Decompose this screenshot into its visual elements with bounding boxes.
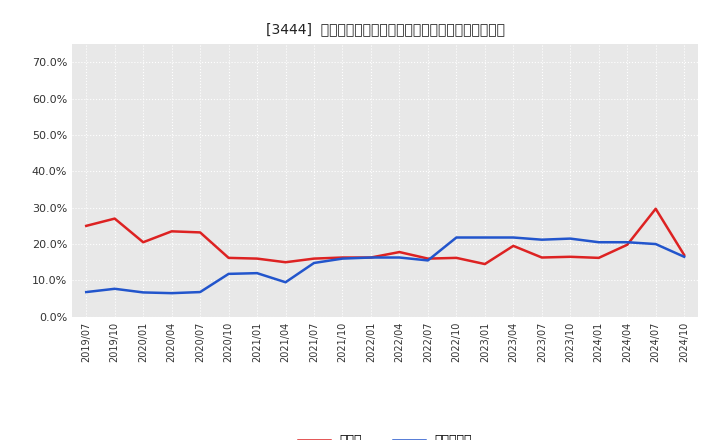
有利子負債 (225, 271, 233, 276)
現門金 (167, 229, 176, 234)
有利子負債 (310, 260, 318, 266)
現門金 (196, 230, 204, 235)
有利子負債 (82, 290, 91, 295)
現門金 (566, 254, 575, 260)
有利子負債 (423, 258, 432, 263)
現門金 (480, 261, 489, 267)
現門金 (623, 242, 631, 247)
現門金 (338, 255, 347, 260)
Title: [3444]  現陰金、有利子負債の総資産に対する比率の推移: [3444] 現陰金、有利子負債の総資産に対する比率の推移 (266, 22, 505, 36)
現門金 (82, 223, 91, 228)
有利子負債 (537, 237, 546, 242)
現門金 (225, 255, 233, 260)
有利子負債 (282, 279, 290, 285)
現門金 (395, 249, 404, 255)
有利子負債 (338, 256, 347, 261)
有利子負債 (680, 254, 688, 260)
現門金 (110, 216, 119, 221)
有利子負債 (566, 236, 575, 241)
有利子負債 (480, 235, 489, 240)
現門金 (452, 255, 461, 260)
Line: 現門金: 現門金 (86, 209, 684, 264)
有利子負債 (253, 271, 261, 276)
Line: 有利子負債: 有利子負債 (86, 238, 684, 293)
現門金 (310, 256, 318, 261)
Legend: 現門金, 有利子負債: 現門金, 有利子負債 (293, 429, 477, 440)
有利子負債 (366, 255, 375, 260)
有利子負債 (509, 235, 518, 240)
有利子負債 (595, 240, 603, 245)
有利子負債 (139, 290, 148, 295)
有利子負債 (395, 255, 404, 260)
現門金 (253, 256, 261, 261)
有利子負債 (167, 290, 176, 296)
現門金 (139, 240, 148, 245)
有利子負債 (110, 286, 119, 291)
現門金 (595, 255, 603, 260)
有利子負債 (623, 240, 631, 245)
現門金 (652, 206, 660, 211)
有利子負債 (196, 290, 204, 295)
現門金 (680, 252, 688, 257)
有利子負債 (652, 242, 660, 247)
有利子負債 (452, 235, 461, 240)
現門金 (282, 260, 290, 265)
現門金 (509, 243, 518, 249)
現門金 (423, 256, 432, 261)
現門金 (537, 255, 546, 260)
現門金 (366, 255, 375, 260)
